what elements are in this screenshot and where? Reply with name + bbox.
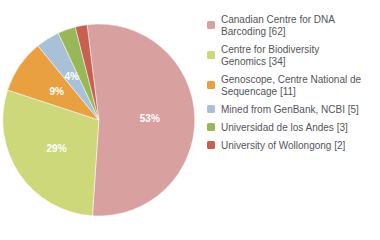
svg-text:53%: 53% bbox=[140, 113, 160, 124]
svg-text:Sequencage [11]: Sequencage [11] bbox=[221, 86, 296, 97]
svg-text:Mined from GenBank, NCBI [5]: Mined from GenBank, NCBI [5] bbox=[221, 104, 359, 115]
svg-text:Centre for Biodiversity: Centre for Biodiversity bbox=[221, 44, 319, 55]
svg-text:Genomics [34]: Genomics [34] bbox=[221, 56, 286, 67]
svg-text:Universidad de los Andes [3]: Universidad de los Andes [3] bbox=[221, 122, 348, 133]
svg-text:4%: 4% bbox=[64, 71, 79, 82]
svg-text:29%: 29% bbox=[47, 143, 67, 154]
svg-text:Canadian Centre for DNA: Canadian Centre for DNA bbox=[221, 14, 335, 25]
svg-text:University of Wollongong [2]: University of Wollongong [2] bbox=[221, 140, 346, 151]
svg-text:Barcoding [62]: Barcoding [62] bbox=[221, 26, 286, 37]
svg-text:Genoscope, Centre National de: Genoscope, Centre National de bbox=[221, 74, 362, 85]
svg-text:9%: 9% bbox=[49, 86, 64, 97]
